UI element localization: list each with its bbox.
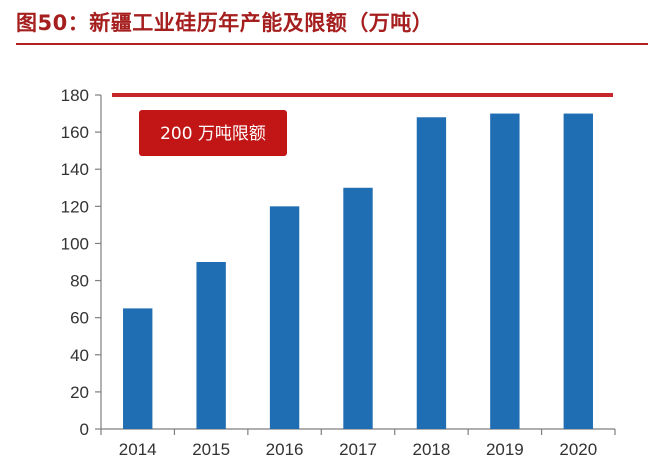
y-tick-label: 120 <box>61 197 89 216</box>
x-axis: 2014 2015 2016 2017 2018 2019 2020 <box>100 428 616 459</box>
x-tick-label: 2019 <box>486 440 524 459</box>
bar-2015 <box>196 262 226 429</box>
bar-2017 <box>343 187 373 429</box>
bar-2014 <box>123 308 153 429</box>
x-tick-label: 2017 <box>339 440 377 459</box>
y-tick-label: 180 <box>61 86 89 105</box>
x-tick-label: 2018 <box>413 440 451 459</box>
x-tick-label: 2020 <box>559 440 597 459</box>
x-tick-label: 2015 <box>192 440 230 459</box>
limit-annotation: 200 万吨限额 <box>139 110 287 156</box>
y-tick-label: 20 <box>70 383 89 402</box>
y-tick-label: 140 <box>61 160 89 179</box>
x-tick-label: 2014 <box>119 440 157 459</box>
bar-2019 <box>490 113 520 430</box>
limit-annotation-label: 200 万吨限额 <box>160 124 266 144</box>
figure-title-wrap: 图50：新疆工业硅历年产能及限额（万吨） <box>16 9 648 37</box>
bar-2020 <box>563 113 593 430</box>
bar-series <box>123 113 593 430</box>
y-tick-label: 100 <box>61 234 89 253</box>
y-tick-label: 80 <box>70 272 89 291</box>
y-tick-label: 160 <box>61 123 89 142</box>
y-tick-label: 60 <box>70 309 89 328</box>
x-tick-label: 2016 <box>266 440 304 459</box>
figure-title: 图50：新疆工业硅历年产能及限额（万吨） <box>16 11 434 35</box>
bar-2016 <box>269 206 300 429</box>
y-tick-label: 0 <box>80 420 89 439</box>
title-divider <box>16 43 648 45</box>
y-axis: 0 20 40 60 80 100 120 140 160 180 <box>61 86 102 439</box>
bar-2018 <box>416 117 447 430</box>
limit-annotation-box <box>139 110 287 156</box>
y-tick-label: 40 <box>70 346 89 365</box>
